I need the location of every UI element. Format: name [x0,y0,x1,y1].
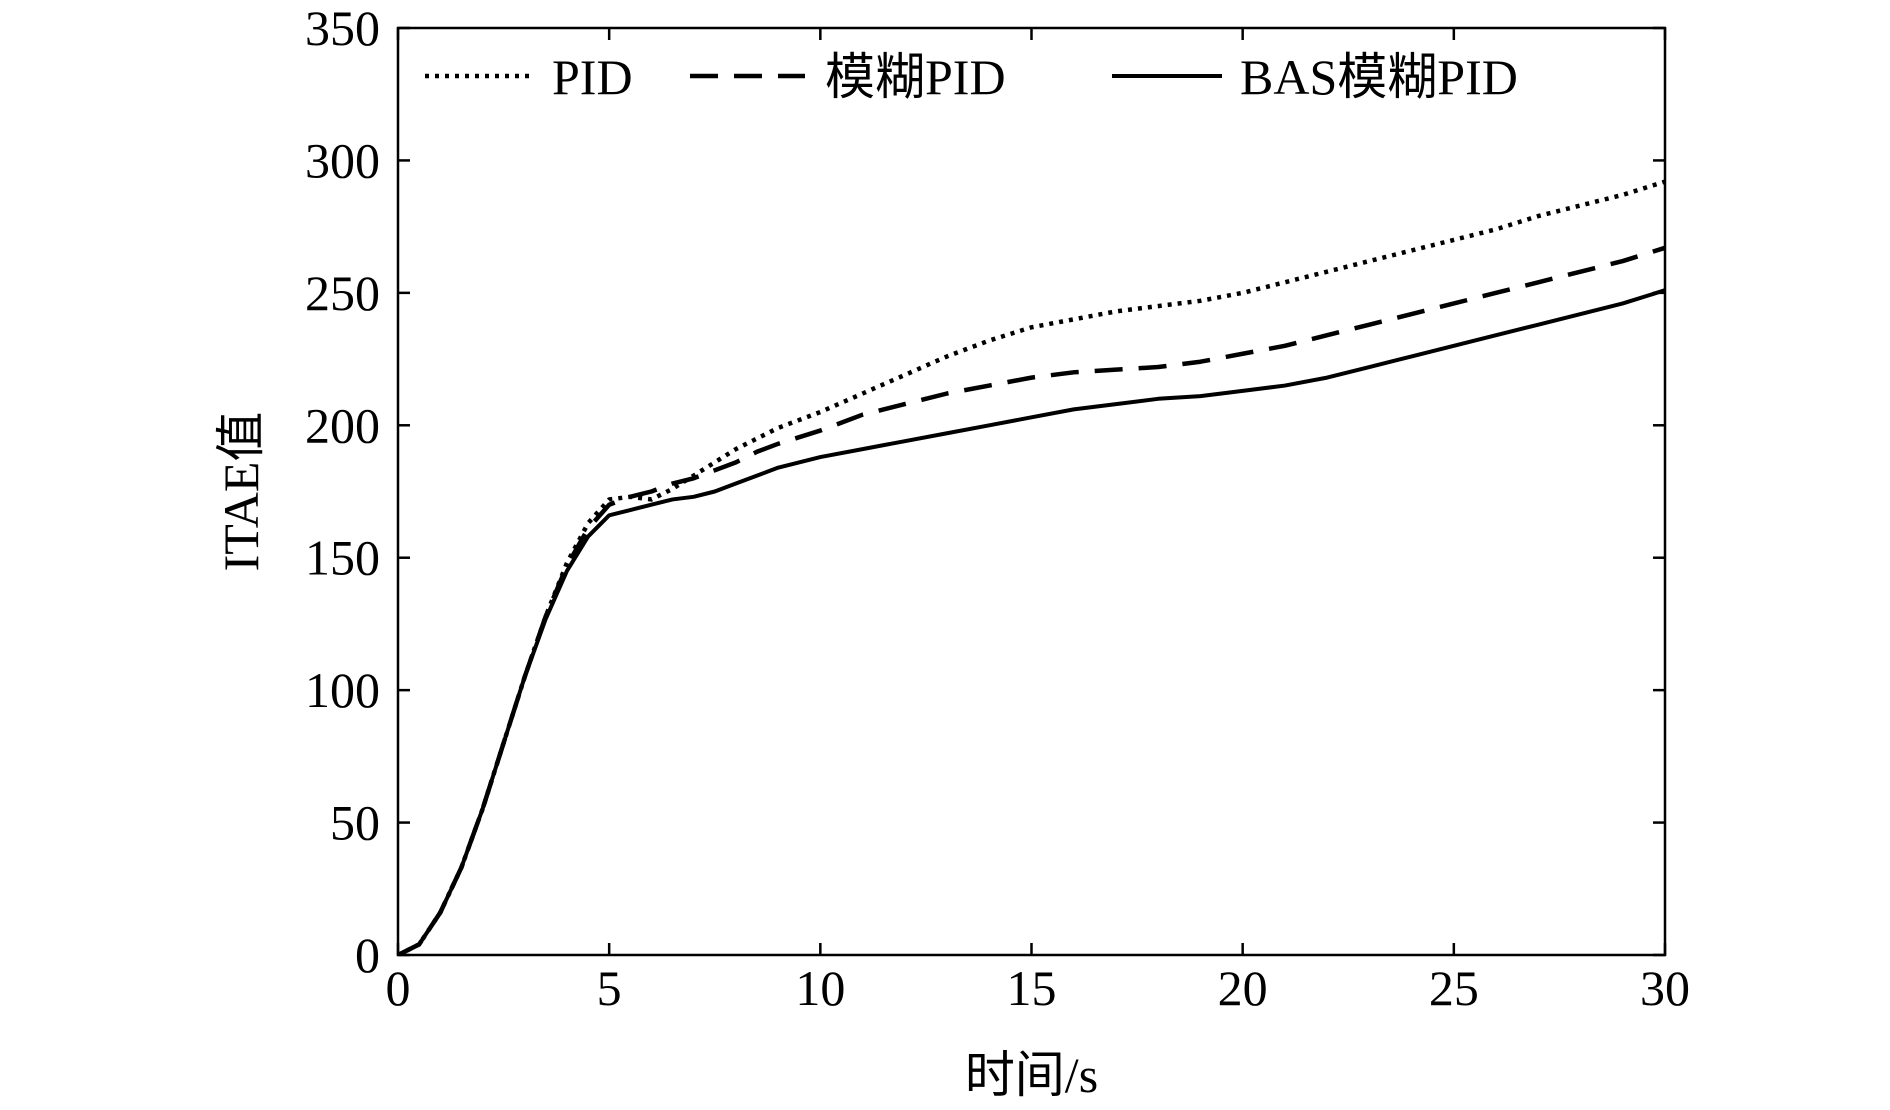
x-axis-title: 时间/s [965,1047,1098,1103]
legend-label-0: PID [552,49,633,105]
y-tick-label-3: 150 [305,530,380,586]
x-tick-label-2: 10 [795,960,845,1016]
y-tick-label-7: 350 [305,0,380,56]
x-tick-label-1: 5 [597,960,622,1016]
y-tick-label-1: 50 [330,795,380,851]
series-layer [398,179,1665,955]
x-tick-label-4: 20 [1218,960,1268,1016]
x-axis: 0 5 10 15 20 25 30 [386,28,1690,1016]
y-tick-label-2: 100 [305,662,380,718]
y-axis-title: ITAE值 [213,412,269,572]
x-tick-label-0: 0 [386,960,411,1016]
x-tick-label-6: 30 [1640,960,1690,1016]
x-tick-label-3: 15 [1007,960,1057,1016]
y-tick-label-0: 0 [355,927,380,983]
series-line-0 [398,179,1665,955]
y-tick-label-5: 250 [305,265,380,321]
x-tick-label-5: 25 [1429,960,1479,1016]
series-line-2 [398,288,1665,955]
series-line-1 [398,245,1665,955]
y-tick-label-6: 300 [305,132,380,188]
y-axis: 0 50 100 150 200 250 300 350 [305,0,1665,983]
y-tick-label-4: 200 [305,397,380,453]
legend-label-1: 模糊PID [825,49,1006,105]
plot-frame [396,26,1667,957]
legend-label-2: BAS模糊PID [1240,49,1518,105]
legend: PID 模糊PID BAS模糊PID [425,49,1518,105]
